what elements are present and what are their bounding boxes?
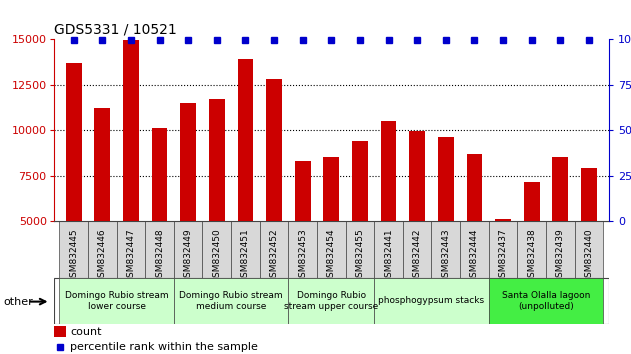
Bar <box>552 158 568 313</box>
Text: Domingo Rubio stream
medium course: Domingo Rubio stream medium course <box>179 291 283 311</box>
Text: Domingo Rubio
stream upper course: Domingo Rubio stream upper course <box>284 291 379 311</box>
Bar <box>209 99 225 313</box>
Text: GSM832445: GSM832445 <box>69 228 78 283</box>
Bar <box>346 221 374 278</box>
Text: Santa Olalla lagoon
(unpolluted): Santa Olalla lagoon (unpolluted) <box>502 291 590 311</box>
Text: GSM832450: GSM832450 <box>212 228 221 283</box>
Bar <box>380 121 396 313</box>
Text: GSM832454: GSM832454 <box>327 228 336 283</box>
Bar <box>495 219 511 313</box>
Text: other: other <box>3 297 33 307</box>
Text: GSM832455: GSM832455 <box>355 228 364 283</box>
Bar <box>295 161 310 313</box>
Text: count: count <box>70 327 102 337</box>
Text: GSM832442: GSM832442 <box>413 228 422 282</box>
Text: GSM832451: GSM832451 <box>241 228 250 283</box>
Text: GSM832439: GSM832439 <box>556 228 565 283</box>
Bar <box>260 221 288 278</box>
Bar <box>352 141 368 313</box>
Text: GSM832449: GSM832449 <box>184 228 192 283</box>
Bar <box>288 221 317 278</box>
Bar <box>288 278 374 324</box>
Text: GSM832438: GSM832438 <box>527 228 536 283</box>
Bar <box>517 221 546 278</box>
Text: GSM832448: GSM832448 <box>155 228 164 283</box>
Bar <box>524 182 540 313</box>
Bar <box>174 221 203 278</box>
Bar <box>117 221 145 278</box>
Bar <box>151 128 167 313</box>
Text: GSM832452: GSM832452 <box>269 228 278 283</box>
Bar <box>59 278 174 324</box>
Bar <box>88 221 117 278</box>
Bar <box>438 137 454 313</box>
Text: GSM832453: GSM832453 <box>298 228 307 283</box>
Bar <box>237 59 253 313</box>
Text: phosphogypsum stacks: phosphogypsum stacks <box>379 296 485 306</box>
Bar <box>54 326 66 337</box>
Bar <box>488 221 517 278</box>
Bar <box>324 158 339 313</box>
Bar <box>145 221 174 278</box>
Text: GSM832443: GSM832443 <box>441 228 451 283</box>
Bar <box>466 154 482 313</box>
Bar <box>203 221 231 278</box>
Bar <box>410 131 425 313</box>
Bar <box>403 221 432 278</box>
Text: GSM832441: GSM832441 <box>384 228 393 283</box>
Bar <box>266 79 282 313</box>
Bar <box>432 221 460 278</box>
Bar <box>460 221 488 278</box>
Text: GSM832437: GSM832437 <box>498 228 507 283</box>
Bar <box>180 103 196 313</box>
Text: GSM832444: GSM832444 <box>470 228 479 282</box>
Bar <box>374 278 488 324</box>
Bar <box>317 221 346 278</box>
Bar <box>575 221 603 278</box>
Bar <box>488 278 603 324</box>
Bar <box>95 108 110 313</box>
Text: GSM832447: GSM832447 <box>126 228 136 283</box>
Text: percentile rank within the sample: percentile rank within the sample <box>70 342 258 352</box>
Bar <box>123 40 139 313</box>
Bar <box>374 221 403 278</box>
Text: GSM832446: GSM832446 <box>98 228 107 283</box>
Text: Domingo Rubio stream
lower course: Domingo Rubio stream lower course <box>65 291 168 311</box>
Bar <box>546 221 575 278</box>
Bar <box>174 278 288 324</box>
Bar <box>59 221 88 278</box>
Text: GSM832440: GSM832440 <box>584 228 593 283</box>
Bar <box>581 169 597 313</box>
Bar <box>66 63 81 313</box>
Text: GDS5331 / 10521: GDS5331 / 10521 <box>54 22 177 36</box>
Bar <box>231 221 260 278</box>
